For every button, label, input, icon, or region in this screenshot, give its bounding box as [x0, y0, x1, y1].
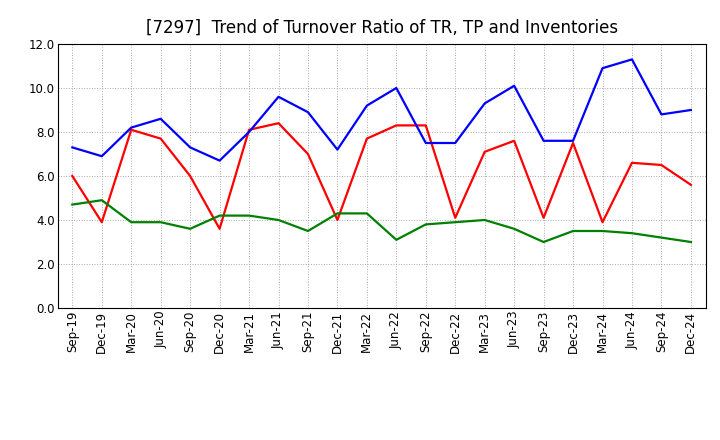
Trade Payables [451, 140, 459, 146]
Inventories [569, 228, 577, 234]
Trade Payables [687, 107, 696, 113]
Trade Payables [304, 110, 312, 115]
Trade Receivables [333, 217, 342, 223]
Inventories [333, 211, 342, 216]
Inventories [421, 222, 430, 227]
Inventories [392, 237, 400, 242]
Inventories [304, 228, 312, 234]
Trade Receivables [569, 140, 577, 146]
Trade Payables [333, 147, 342, 152]
Trade Receivables [68, 173, 76, 179]
Inventories [480, 217, 489, 223]
Trade Receivables [451, 215, 459, 220]
Trade Receivables [97, 220, 106, 225]
Inventories [539, 239, 548, 245]
Trade Receivables [363, 136, 372, 141]
Trade Receivables [510, 138, 518, 143]
Trade Payables [215, 158, 224, 163]
Inventories [628, 231, 636, 236]
Trade Payables [363, 103, 372, 108]
Trade Payables [156, 116, 165, 121]
Trade Payables [539, 138, 548, 143]
Inventories [245, 213, 253, 218]
Inventories [657, 235, 666, 240]
Trade Receivables [156, 136, 165, 141]
Trade Receivables [245, 127, 253, 132]
Inventories [598, 228, 607, 234]
Trade Receivables [480, 149, 489, 154]
Trade Receivables [186, 173, 194, 179]
Trade Payables [421, 140, 430, 146]
Trade Receivables [539, 215, 548, 220]
Line: Trade Payables: Trade Payables [72, 59, 691, 161]
Trade Payables [569, 138, 577, 143]
Trade Receivables [421, 123, 430, 128]
Trade Payables [598, 66, 607, 71]
Inventories [215, 213, 224, 218]
Trade Receivables [657, 162, 666, 168]
Line: Trade Receivables: Trade Receivables [72, 123, 691, 229]
Trade Payables [68, 145, 76, 150]
Inventories [687, 239, 696, 245]
Inventories [127, 220, 135, 225]
Trade Payables [97, 154, 106, 159]
Trade Receivables [274, 121, 283, 126]
Trade Payables [245, 129, 253, 135]
Trade Receivables [392, 123, 400, 128]
Trade Payables [127, 125, 135, 130]
Trade Receivables [215, 226, 224, 231]
Inventories [363, 211, 372, 216]
Trade Payables [274, 94, 283, 99]
Inventories [97, 198, 106, 203]
Line: Inventories: Inventories [72, 200, 691, 242]
Trade Payables [657, 112, 666, 117]
Trade Receivables [304, 151, 312, 157]
Inventories [510, 226, 518, 231]
Trade Payables [628, 57, 636, 62]
Inventories [68, 202, 76, 207]
Trade Payables [510, 83, 518, 88]
Trade Payables [480, 101, 489, 106]
Trade Receivables [628, 160, 636, 165]
Inventories [156, 220, 165, 225]
Trade Receivables [127, 127, 135, 132]
Trade Payables [392, 85, 400, 91]
Title: [7297]  Trend of Turnover Ratio of TR, TP and Inventories: [7297] Trend of Turnover Ratio of TR, TP… [145, 19, 618, 37]
Inventories [451, 220, 459, 225]
Trade Receivables [687, 182, 696, 187]
Inventories [186, 226, 194, 231]
Trade Receivables [598, 220, 607, 225]
Trade Payables [186, 145, 194, 150]
Inventories [274, 217, 283, 223]
